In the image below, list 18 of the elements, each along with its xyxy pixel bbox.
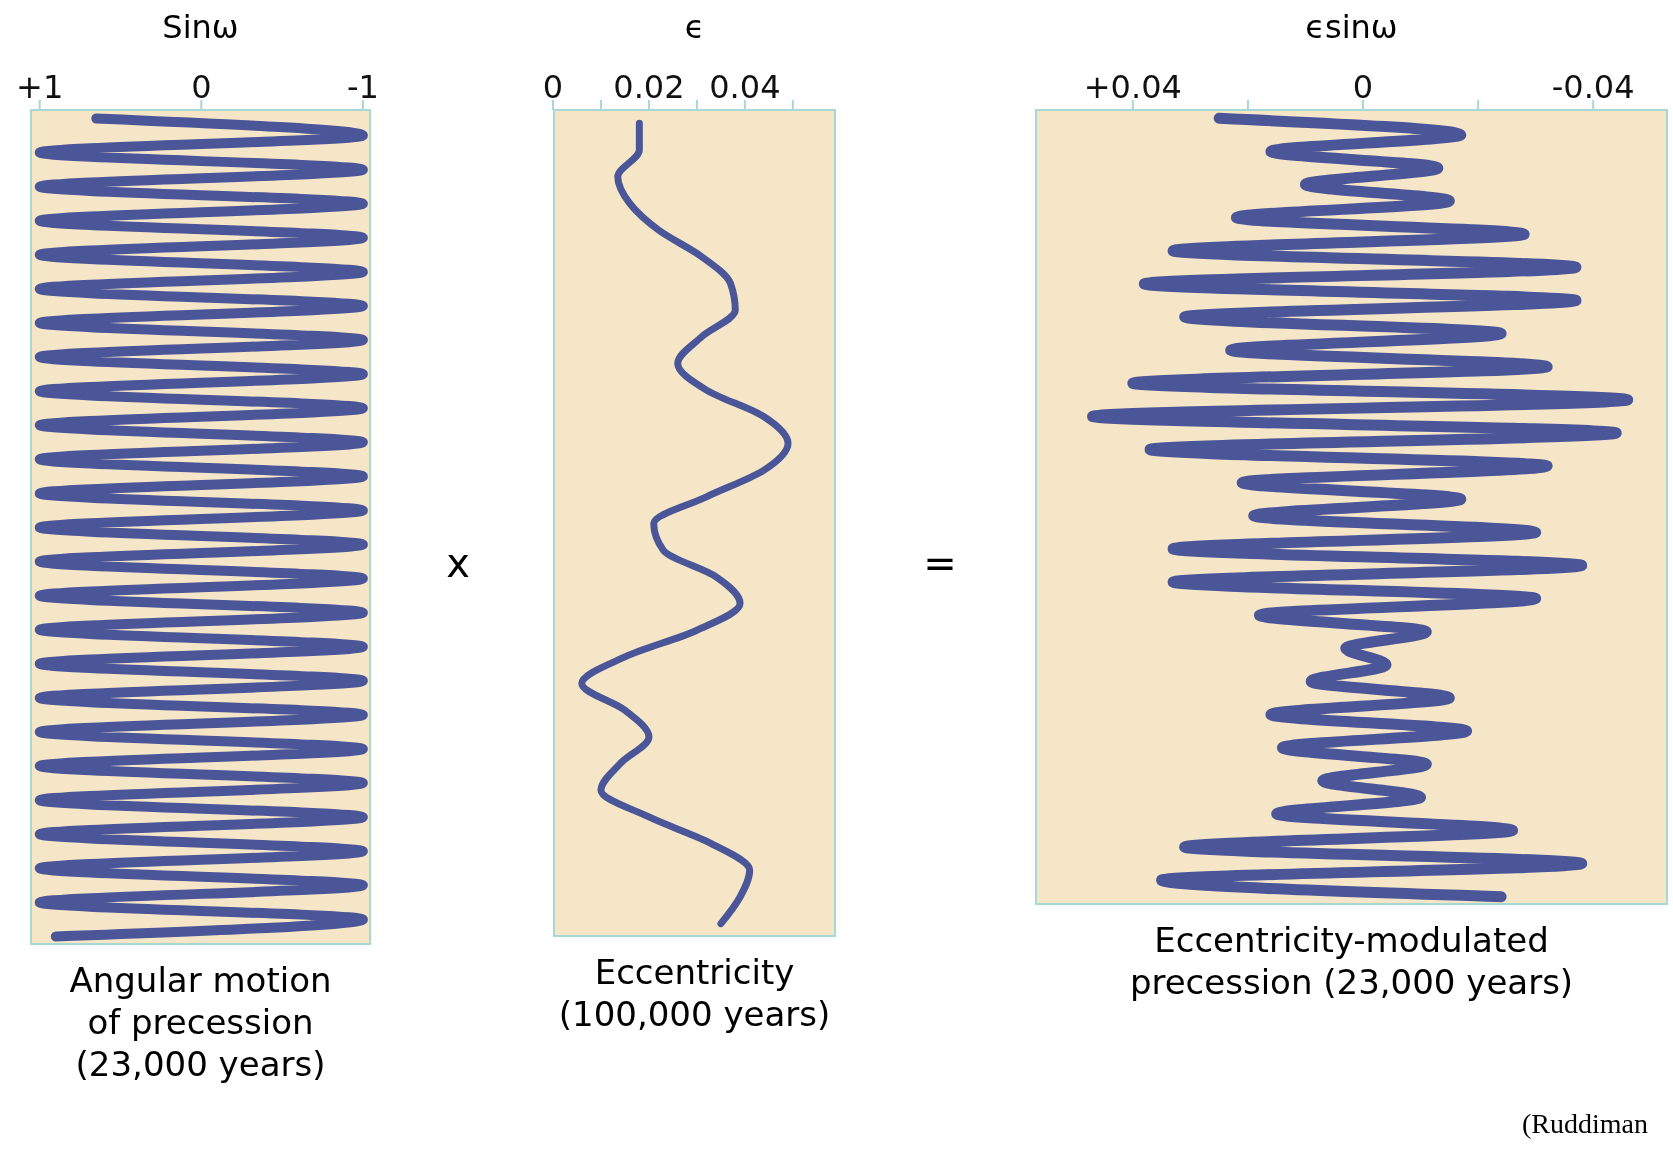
x-tick-label: -1	[346, 68, 379, 106]
x-tick-label: 0.04	[709, 68, 781, 106]
x-axis-title: Eccentricity (100,000 years)	[557, 951, 832, 1035]
x-tick-label: -0.04	[1551, 68, 1635, 106]
chart-title: ϵsinω	[1304, 8, 1399, 46]
x-axis-title: Angular motion of precession (23,000 years)	[68, 959, 333, 1085]
text: =	[922, 540, 958, 586]
text: (Ruddiman	[1522, 1108, 1648, 1140]
x-tick-label: 0	[191, 68, 212, 106]
text: x	[445, 540, 471, 586]
x-tick-label: 0	[542, 68, 564, 106]
chart-title: ϵ	[683, 8, 706, 46]
x-tick-label: 0.02	[613, 68, 685, 106]
x-tick-label: +1	[16, 68, 64, 106]
chart-title: Sinω	[161, 8, 240, 46]
x-tick-label: +0.04	[1083, 68, 1182, 106]
x-axis-title: Eccentricity-modulated precession (23,000 years)	[1128, 919, 1575, 1003]
x-tick-label: 0	[1352, 68, 1374, 106]
